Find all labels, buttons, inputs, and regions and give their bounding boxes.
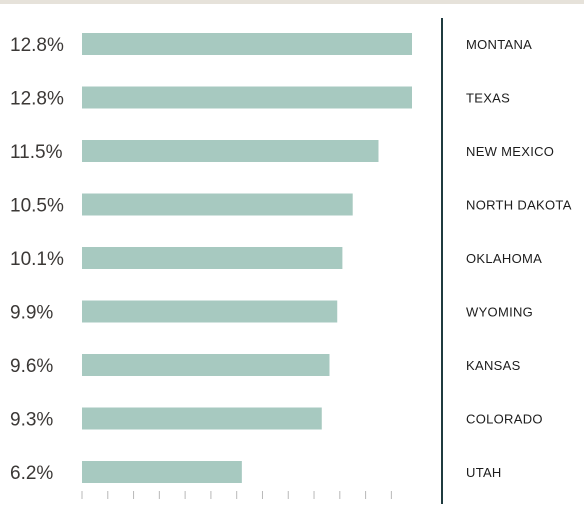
bar-colorado (82, 407, 322, 430)
value-label-colorado: 9.3% (10, 410, 53, 431)
value-label-north-dakota: 10.5% (10, 196, 64, 217)
bar-oklahoma (82, 247, 343, 269)
category-label-colorado: COLORADO (466, 412, 543, 427)
bar-new-mexico (82, 140, 379, 162)
category-label-texas: TEXAS (466, 91, 510, 106)
value-label-wyoming: 9.9% (10, 303, 53, 324)
value-label-utah: 6.2% (10, 463, 53, 484)
bar-wyoming (82, 300, 338, 323)
category-label-kansas: KANSAS (466, 358, 521, 373)
value-labels-layer: 12.8% 12.8% 11.5% 10.5% 10.1% 9.9% 9.6% 9.3% 6.2… (10, 35, 64, 484)
bar-chart: 12.8% 12.8% 11.5% 10.5% 10.1% 9.9% 9.6% 9.3% 6.2… (10, 18, 572, 504)
category-label-wyoming: WYOMING (466, 305, 533, 320)
value-label-montana: 12.8% (10, 35, 64, 56)
value-label-texas: 12.8% (10, 89, 64, 110)
state-labels-layer: MONTANA TEXAS NEW MEXICO NORTH DAKOTA OKLAHO… (466, 37, 572, 480)
x-axis-ticks (81, 491, 392, 499)
bar-north-dakota (82, 193, 353, 216)
category-label-new-mexico: NEW MEXICO (466, 144, 554, 159)
category-label-utah: UTAH (466, 465, 502, 480)
bar-montana (82, 33, 412, 55)
bar-kansas (82, 354, 330, 376)
bar-texas (82, 86, 412, 109)
category-label-oklahoma: OKLAHOMA (466, 251, 542, 266)
value-label-kansas: 9.6% (10, 356, 53, 377)
value-label-oklahoma: 10.1% (10, 249, 64, 270)
bars-layer (82, 33, 412, 483)
value-label-new-mexico: 11.5% (10, 142, 63, 163)
category-label-montana: MONTANA (466, 37, 532, 52)
bar-utah (82, 461, 242, 483)
category-label-north-dakota: NORTH DAKOTA (466, 198, 572, 213)
